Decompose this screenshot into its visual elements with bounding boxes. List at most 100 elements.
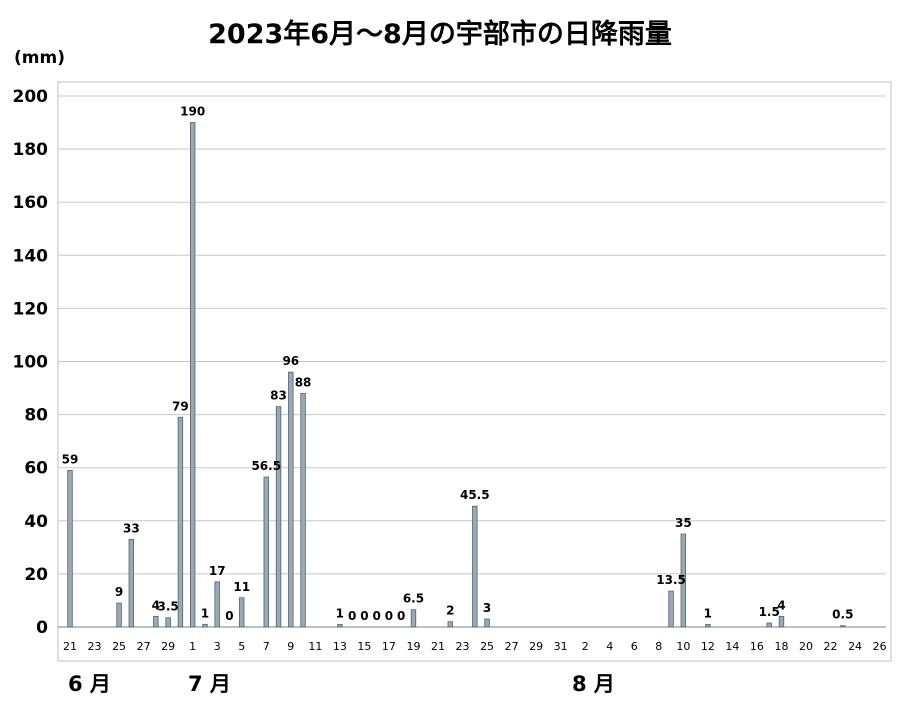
gridlines [58, 95, 886, 628]
x-tick-label: 21 [431, 640, 445, 653]
data-label: 33 [123, 521, 140, 535]
x-tick-label: 9 [287, 640, 294, 653]
x-tick-label: 10 [676, 640, 690, 653]
bar [128, 538, 135, 628]
y-tick-label: 180 [13, 140, 49, 160]
data-label: 56.5 [251, 459, 281, 473]
bar [177, 416, 184, 628]
x-tick-label: 19 [406, 640, 420, 653]
month-label-august: 8 月 [572, 672, 615, 696]
bar [680, 533, 687, 628]
x-tick-label: 21 [63, 640, 77, 653]
bar [214, 581, 220, 628]
y-axis-unit: (mm) [14, 48, 65, 68]
x-tick-label: 26 [873, 640, 887, 653]
x-tick-label: 23 [456, 640, 470, 653]
y-tick-label: 80 [24, 406, 48, 426]
bar [778, 615, 785, 628]
bar [668, 590, 674, 628]
bar [116, 602, 122, 628]
x-tick-label: 29 [161, 640, 175, 653]
data-label: 45.5 [460, 488, 490, 502]
x-tick-label: 4 [606, 640, 613, 653]
x-tick-label: 14 [725, 640, 739, 653]
data-label: 1.5 [759, 605, 780, 619]
bar [165, 617, 171, 628]
x-tick-label: 18 [774, 640, 788, 653]
data-label: 0 [360, 609, 368, 623]
x-tick-label: 16 [750, 640, 764, 653]
y-tick-label: 20 [24, 565, 48, 585]
y-tick-label: 160 [13, 193, 49, 213]
data-label: 0 [348, 609, 356, 623]
x-tick-label: 5 [238, 640, 245, 653]
x-tick-label: 1 [189, 640, 196, 653]
data-label: 88 [295, 375, 312, 389]
bar [472, 505, 478, 628]
data-label: 0 [225, 609, 233, 623]
x-tick-label: 2 [582, 640, 589, 653]
x-tick-label: 13 [333, 640, 347, 653]
bar [410, 609, 417, 628]
data-label: 59 [62, 452, 79, 466]
bar [239, 597, 245, 628]
bar [189, 122, 196, 628]
data-label: 83 [270, 389, 287, 403]
x-tick-label: 8 [655, 640, 662, 653]
y-tick-label: 200 [13, 87, 49, 107]
bar [153, 615, 159, 628]
data-label: 4 [777, 598, 785, 612]
data-label: 6.5 [403, 592, 424, 606]
data-label: 96 [282, 354, 299, 368]
bar [300, 392, 306, 628]
x-tick-label: 23 [88, 640, 102, 653]
x-tick-label: 12 [701, 640, 715, 653]
data-label: 1 [336, 606, 344, 620]
y-tick-label: 100 [13, 353, 49, 373]
data-label: 11 [233, 580, 250, 594]
data-label: 9 [115, 585, 123, 599]
data-label: 4 [152, 598, 160, 612]
bar [288, 371, 294, 628]
bar [447, 621, 453, 628]
data-label: 1 [201, 606, 209, 620]
x-tick-label: 25 [112, 640, 126, 653]
x-tick-label: 27 [137, 640, 151, 653]
bar [202, 623, 208, 628]
data-label: 190 [180, 105, 205, 119]
x-tick-label: 29 [529, 640, 543, 653]
data-label: 3 [483, 601, 491, 615]
x-tick-label: 15 [357, 640, 371, 653]
x-tick-label: 22 [824, 640, 838, 653]
y-tick-label: 0 [36, 618, 48, 638]
bar [484, 618, 490, 628]
data-label: 79 [172, 399, 189, 413]
data-label: 3.5 [158, 600, 179, 614]
data-label: 13.5 [656, 573, 686, 587]
data-label: 0 [372, 609, 380, 623]
x-tick-label: 31 [554, 640, 568, 653]
bar [275, 406, 282, 628]
y-tick-label: 120 [13, 299, 49, 319]
month-label-july: 7 月 [188, 672, 231, 696]
bar [67, 469, 73, 628]
y-tick-label: 140 [13, 246, 49, 266]
x-tick-label: 27 [505, 640, 519, 653]
x-tick-label: 3 [214, 640, 221, 653]
data-label: 0 [385, 609, 393, 623]
x-tick-label: 25 [480, 640, 494, 653]
y-tick-label: 40 [24, 512, 48, 532]
data-label: 0 [397, 609, 405, 623]
month-label-june: 6 月 [68, 672, 111, 696]
data-label: 0.5 [832, 608, 853, 622]
x-tick-label: 11 [308, 640, 322, 653]
data-label: 1 [704, 606, 712, 620]
x-tick-label: 24 [848, 640, 862, 653]
x-tick-label: 17 [382, 640, 396, 653]
x-tick-label: 7 [263, 640, 270, 653]
bar [840, 625, 846, 628]
bar [705, 623, 711, 628]
bar [263, 476, 269, 628]
